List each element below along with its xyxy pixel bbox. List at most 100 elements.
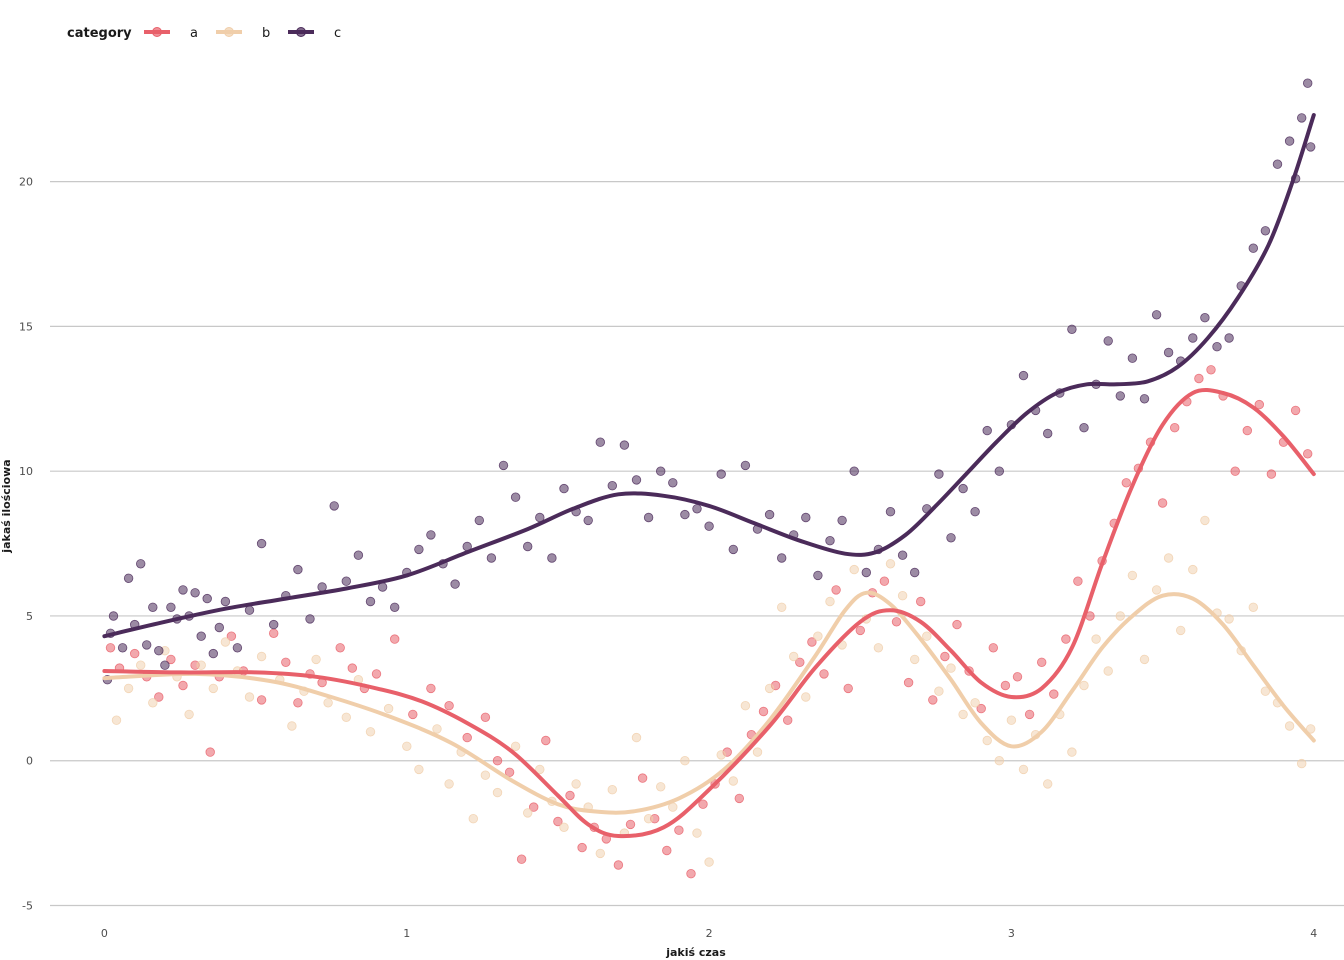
point-b [559,822,569,833]
point-a [1194,373,1204,384]
point-c [523,541,533,552]
point-a [178,680,188,691]
point-c [934,469,944,479]
point-b [801,692,811,702]
point-c [1200,313,1210,323]
point-b [982,735,992,746]
point-b [510,741,521,752]
point-b [523,808,533,818]
point-a [1036,657,1047,668]
point-c [208,648,219,659]
point-c [764,509,775,520]
point-b [1188,564,1198,575]
point-a [1157,498,1168,508]
point-b [934,686,944,696]
point-a [371,669,382,679]
point-c [1296,113,1307,123]
point-c [994,466,1005,476]
point-c [1272,159,1283,169]
point-a [758,706,769,717]
y-axis-title: jakaś ilościowa [0,459,13,553]
point-c [390,602,400,613]
point-b [656,782,666,792]
y-axis-ticks: -5 0 5 10 15 20 [19,176,33,913]
point-b [208,683,219,694]
point-a [444,701,454,711]
point-a [1206,365,1216,375]
point-b [287,721,297,731]
point-a [988,643,999,653]
point-a [256,695,267,705]
point-c [317,582,327,592]
point-c [680,509,690,520]
point-a [577,842,587,853]
point-a [976,703,986,714]
point-c [1224,333,1234,343]
point-a [516,854,527,864]
point-a [335,643,345,653]
point-b [994,756,1005,766]
point-a [1000,680,1011,691]
point-b [135,660,146,670]
point-b [480,770,491,780]
point-c [982,425,992,436]
point-c [837,515,847,526]
point-a [903,677,914,688]
point-a [390,634,400,644]
point-b [946,663,956,673]
gridlines [50,181,1344,907]
point-b [123,683,134,694]
point-b [595,848,606,859]
point-a [1242,425,1253,436]
point-a [783,715,793,725]
point-c [1115,391,1126,401]
point-c [1079,423,1089,433]
legend-label-a: a [190,26,198,41]
point-b [740,701,751,711]
point-a [807,637,817,647]
point-c [897,550,908,560]
point-b [1127,570,1138,581]
point-c [202,593,212,604]
point-c [148,602,158,613]
point-b [1305,724,1316,734]
x-tick-label: 0 [101,927,108,940]
point-c [1305,142,1316,152]
point-a [686,869,696,879]
point-b [196,660,206,670]
point-c [1067,324,1077,335]
smooth-line-b [102,590,1316,815]
point-c [365,596,376,607]
point-b [1200,515,1210,526]
point-a [1266,469,1277,479]
point-c [946,533,956,543]
point-a [952,619,962,630]
point-b [148,698,158,708]
x-axis-ticks: 0 1 2 3 4 [101,927,1317,940]
x-tick-label: 2 [706,927,713,940]
point-b [1296,758,1307,769]
point-b [922,631,932,641]
point-b [631,732,642,743]
point-a [541,735,551,746]
point-c [498,460,509,471]
legend-label-b: b [262,26,270,41]
point-c [801,512,811,523]
point-c [861,567,872,578]
point-c [547,553,557,563]
point-c [777,553,787,563]
point-c [668,478,678,488]
y-tick-label: 5 [26,610,33,623]
point-a [166,654,176,665]
point-b [468,814,479,824]
point-c [154,646,164,656]
point-a [492,756,503,766]
point-c [1018,370,1029,381]
point-b [1151,585,1162,595]
x-axis-title: jakiś czas [665,946,726,959]
point-b [873,643,884,653]
point-c [643,512,654,523]
point-a [408,709,418,720]
point-b [1018,764,1029,775]
point-b [643,814,654,824]
